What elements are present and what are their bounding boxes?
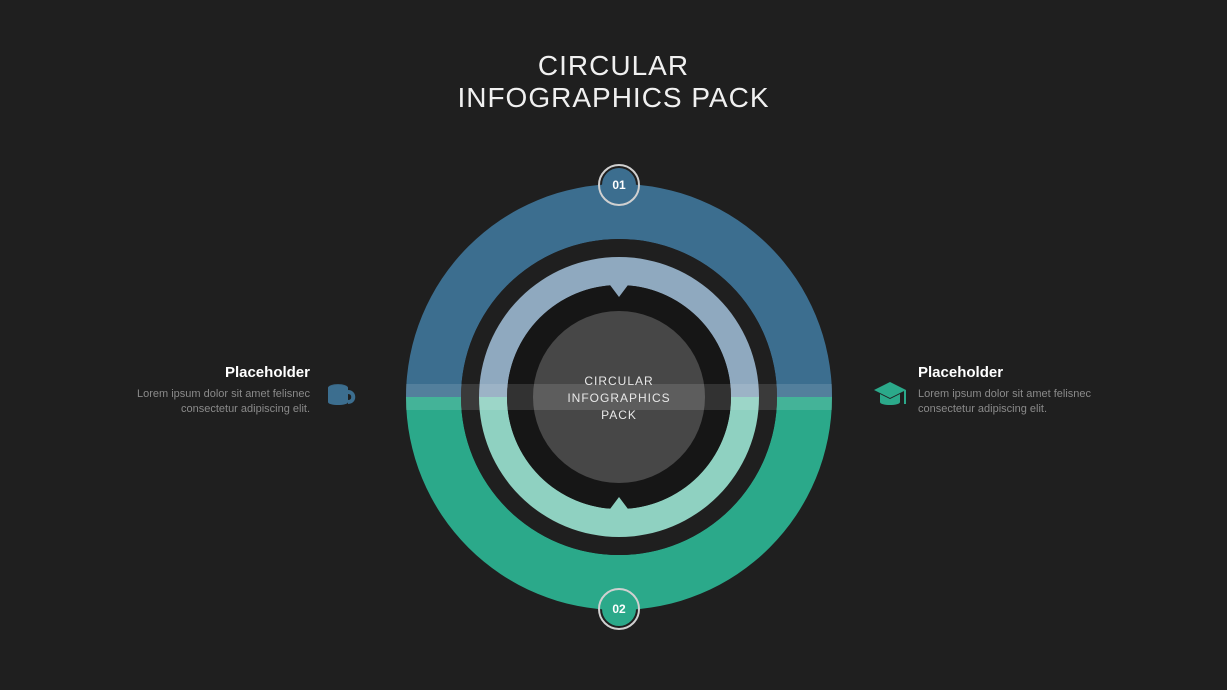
circular-diagram: 01 02 [0,0,1227,690]
left-desc: Lorem ipsum dolor sit amet felisnec cons… [80,387,310,417]
left-title: Placeholder [80,364,310,381]
right-item: Placeholder Lorem ipsum dolor sit amet f… [918,364,1148,417]
right-title: Placeholder [918,364,1148,381]
svg-text:02: 02 [612,602,626,616]
right-desc: Lorem ipsum dolor sit amet felisnec cons… [918,387,1148,417]
center-label: CIRCULAR INFOGRAPHICS PACK [539,373,699,423]
svg-text:01: 01 [612,178,626,192]
center-line1: CIRCULAR [584,374,653,388]
left-item: Placeholder Lorem ipsum dolor sit amet f… [80,364,310,417]
slide-canvas: CIRCULAR INFOGRAPHICS PACK 01 02 CIRCULAR… [0,0,1227,690]
center-line3: PACK [601,408,637,422]
cup-icon [322,378,358,419]
center-line2: INFOGRAPHICS [567,391,670,405]
graduation-cap-icon [872,378,908,419]
